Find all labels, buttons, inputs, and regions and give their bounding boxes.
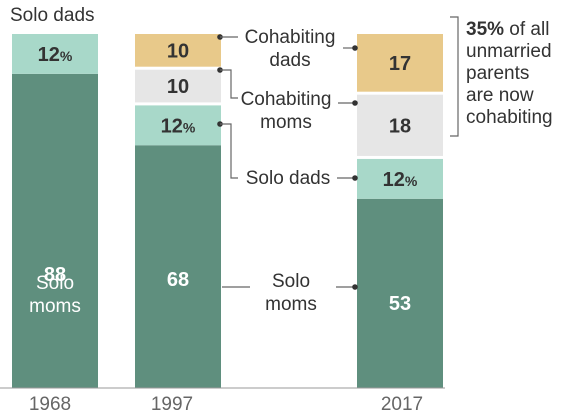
- annotation-rest: of all: [504, 19, 549, 40]
- bar-solo-dads-1968: [12, 34, 98, 74]
- label-solo-moms-1968-line2: moms: [29, 296, 81, 317]
- bar-cohabiting-dads-2017: [357, 34, 443, 92]
- label-solo-dads-1968: Solo dads: [10, 5, 95, 26]
- connector-dot-solo-moms-2017: [352, 284, 358, 290]
- bar-solo-dads-1997: [135, 105, 221, 146]
- bar-solo-moms-1997: [135, 145, 221, 388]
- bracket-cohabiting: [450, 16, 459, 137]
- value-label-solo-moms-2017: 53: [389, 293, 411, 315]
- label-cohabiting-dads-line1: Cohabiting: [245, 27, 336, 48]
- annotation-line5: cohabiting: [466, 107, 553, 128]
- x-tick-label-2017: 2017: [381, 394, 423, 415]
- label-solo-moms-line2: moms: [265, 294, 317, 315]
- annotation-line4: are now: [466, 85, 534, 106]
- value-label-cohabiting-dads-1997: 10: [167, 40, 189, 62]
- value-label-solo-moms-1997: 68: [167, 269, 189, 291]
- value-label-cohabiting-dads-2017: 17: [389, 53, 411, 75]
- connector-solo-dads-left: [220, 123, 238, 179]
- connector-dot-cohabiting-dads-2017: [352, 45, 358, 51]
- label-solo-moms-line1: Solo: [272, 271, 310, 292]
- connector-cohabiting-moms-left: [220, 69, 238, 99]
- connector-dot-solo-dads-2017: [352, 175, 358, 181]
- value-label-cohabiting-moms-2017: 18: [389, 115, 411, 137]
- annotation-line1: 35% of all: [466, 19, 549, 40]
- value-label-cohabiting-moms-1997: 10: [167, 76, 189, 98]
- value-label-solo-dads-1997: 12%: [161, 115, 196, 137]
- label-cohabiting-moms-line2: moms: [260, 112, 312, 133]
- label-cohabiting-moms-line1: Cohabiting: [241, 89, 332, 110]
- bar-cohabiting-moms-1997: [135, 69, 221, 103]
- annotation-line2: unmarried: [466, 41, 552, 62]
- value-label-solo-moms-1968: 88: [44, 264, 66, 286]
- bar-solo-dads-2017: [357, 158, 443, 199]
- x-tick-label-1968: 1968: [29, 394, 71, 415]
- label-solo-dads: Solo dads: [246, 168, 331, 189]
- x-tick-label-1997: 1997: [151, 394, 193, 415]
- annotation-bold: 35%: [466, 19, 504, 40]
- label-cohabiting-dads-line2: dads: [269, 50, 310, 71]
- connector-dot-cohabiting-moms-2017: [352, 100, 358, 106]
- value-label-solo-dads-1968: 12%: [38, 44, 73, 66]
- bar-solo-moms-2017: [357, 198, 443, 388]
- bar-cohabiting-dads-1997: [135, 34, 221, 67]
- bar-cohabiting-moms-2017: [357, 94, 443, 156]
- bar-solo-moms-1968: [12, 73, 98, 388]
- annotation-line3: parents: [466, 63, 529, 84]
- value-label-solo-dads-2017: 12%: [383, 169, 418, 191]
- label-solo-moms-1968-line1: Solo: [36, 273, 74, 294]
